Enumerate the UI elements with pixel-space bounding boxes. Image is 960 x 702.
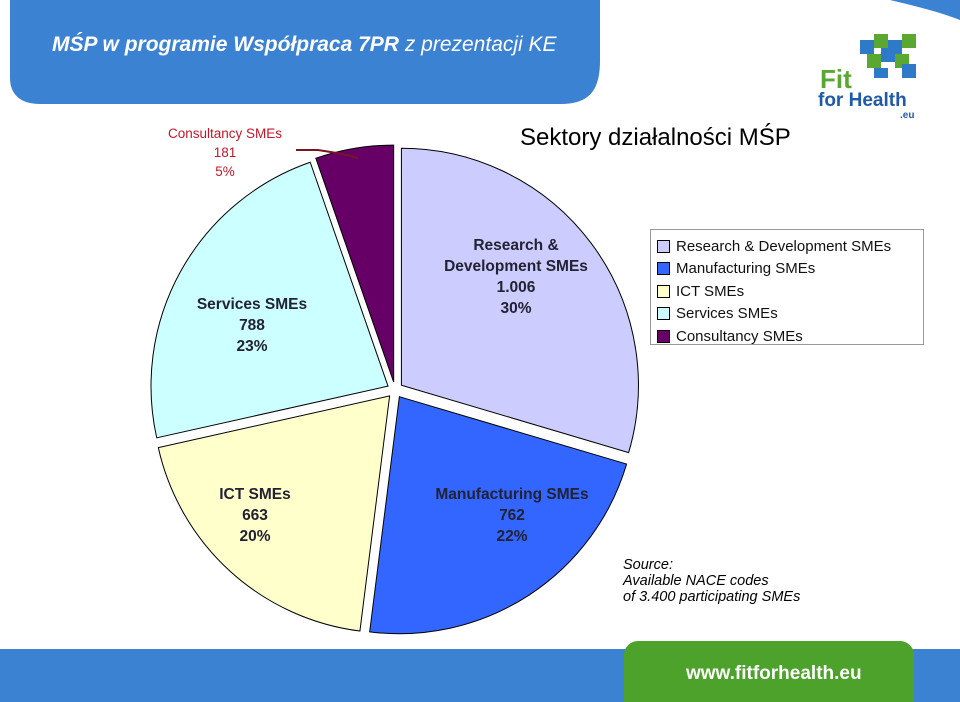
- footer-url-tab: [624, 641, 914, 702]
- legend-label: Manufacturing SMEs: [676, 260, 816, 278]
- header-background: [0, 0, 960, 118]
- legend-label: Consultancy SMEs: [676, 327, 803, 345]
- legend-item: Consultancy SMEs: [657, 325, 923, 348]
- legend-label: ICT SMEs: [676, 282, 745, 300]
- slice-label: Research & Development SMEs 1.006 30%: [444, 237, 588, 317]
- legend-label: Services SMEs: [676, 305, 778, 323]
- consultancy-leader-line: [296, 149, 359, 159]
- legend-swatch: [657, 262, 670, 276]
- consultancy-label-value: 181: [213, 145, 237, 160]
- slice-label: Manufacturing SMEs 762 22%: [435, 486, 588, 545]
- footer-divider: [0, 641, 960, 649]
- source-line: Source:: [623, 557, 673, 573]
- pie-slice-ict-smes: [157, 395, 391, 632]
- footer-url[interactable]: www.fitforhealth.eu: [686, 663, 862, 684]
- fit-for-health-logo: Fit for Health .eu: [812, 30, 932, 125]
- header-band: [0, 0, 960, 120]
- pie-slice-research-development-smes: [400, 147, 639, 454]
- slice-label: ICT SMEs 663 20%: [219, 486, 290, 545]
- slice-label-consultancy: Consultancy SMEs 181 5%: [150, 124, 300, 181]
- legend-item: Services SMEs: [657, 303, 923, 326]
- legend-item: ICT SMEs: [657, 280, 923, 303]
- logo-cube-icon: [860, 34, 916, 78]
- page-title: MŚP w programie Współpraca 7PR z prezent…: [52, 33, 557, 56]
- footer-band: www.fitforhealth.eu: [0, 641, 960, 702]
- legend-swatch: [657, 284, 670, 298]
- source-note: Source: Available NACE codes of 3.400 pa…: [623, 557, 800, 605]
- consultancy-label-name: Consultancy SMEs: [167, 126, 283, 141]
- logo-fit-text: Fit: [820, 64, 852, 94]
- logo-forhealth-text: for Health: [818, 90, 907, 111]
- slice-label: Services SMEs 788 23%: [197, 296, 307, 355]
- pie-slice-manufacturing-smes: [369, 396, 628, 635]
- legend-swatch: [657, 239, 670, 253]
- source-line: of 3.400 participating SMEs: [623, 589, 801, 605]
- legend-item: Manufacturing SMEs: [657, 258, 923, 281]
- legend-label: Research & Development SMEs: [676, 237, 892, 255]
- pie-slice-consultancy-smes: [315, 144, 395, 383]
- source-line: Available NACE codes: [623, 573, 769, 589]
- consultancy-label-percent: 5%: [215, 164, 235, 179]
- legend-item: Research & Development SMEs: [657, 235, 923, 258]
- logo-eu-text: .eu: [900, 110, 915, 121]
- chart-title: Sektory działalności MŚP: [520, 124, 791, 151]
- legend-swatch: [657, 329, 670, 343]
- chart-legend: Research & Development SMEs Manufacturing…: [650, 229, 924, 345]
- pie-slice-services-smes: [150, 161, 389, 439]
- legend-swatch: [657, 307, 670, 321]
